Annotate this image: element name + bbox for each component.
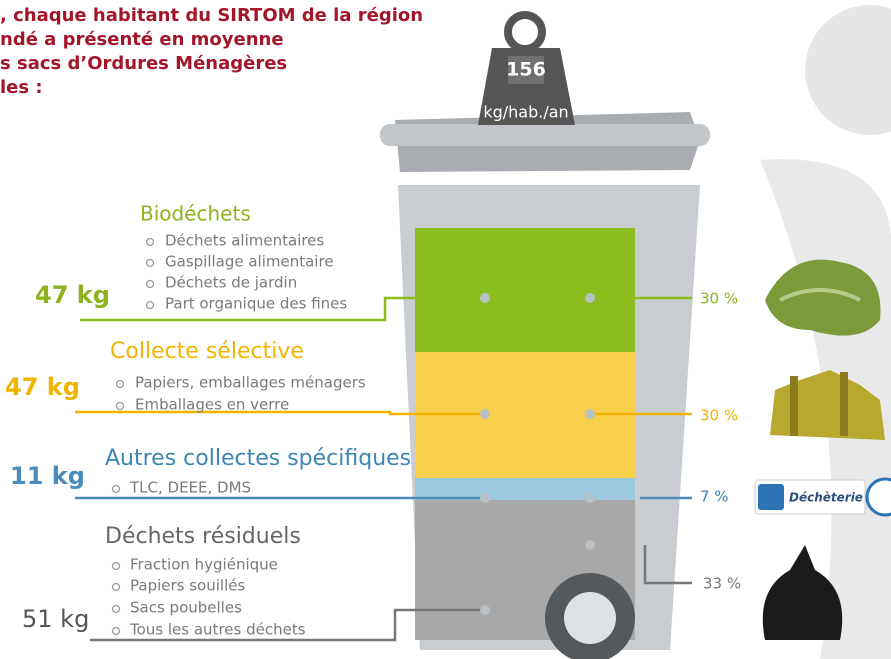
header-line: ndé a présenté en moyenne bbox=[0, 29, 284, 50]
amount: 47 kg bbox=[35, 281, 110, 309]
item: TLC, DEEE, DMS bbox=[129, 479, 251, 497]
item: Sacs poubelles bbox=[130, 599, 242, 617]
share: 7 % bbox=[700, 488, 729, 506]
dots bbox=[480, 293, 595, 615]
amount: 47 kg bbox=[5, 373, 80, 401]
item: Déchets alimentaires bbox=[165, 232, 324, 250]
weight-unit: kg/hab./an bbox=[483, 103, 568, 122]
item: Part organique des fines bbox=[165, 295, 347, 313]
badge: Déchèterie bbox=[789, 491, 863, 505]
item: Gaspillage alimentaire bbox=[165, 253, 334, 271]
category-title: Autres collectes spécifiques bbox=[105, 446, 411, 471]
bin bbox=[380, 112, 710, 659]
connectors bbox=[75, 296, 692, 642]
images bbox=[754, 259, 891, 640]
share: 30 % bbox=[700, 407, 738, 425]
header-line: les : bbox=[0, 77, 43, 98]
amount: 11 kg bbox=[10, 462, 85, 490]
weight bbox=[478, 11, 575, 125]
item: Papiers, emballages ménagers bbox=[135, 374, 366, 392]
header-line: s sacs d’Ordures Ménagères bbox=[0, 53, 287, 74]
header-line: , chaque habitant du SIRTOM de la région bbox=[0, 5, 423, 26]
category-title: Collecte sélective bbox=[110, 339, 304, 364]
item: Fraction hygiénique bbox=[130, 556, 278, 574]
amount: 51 kg bbox=[22, 605, 89, 633]
weight-value: 156 bbox=[506, 59, 546, 81]
bullets bbox=[111, 237, 155, 636]
share: 30 % bbox=[700, 290, 738, 308]
share: 33 % bbox=[703, 575, 741, 593]
category-title: Biodéchets bbox=[140, 202, 251, 226]
item: Emballages en verre bbox=[135, 396, 289, 414]
item: Tous les autres déchets bbox=[129, 621, 306, 639]
item: Déchets de jardin bbox=[165, 274, 297, 292]
item: Papiers souillés bbox=[130, 577, 245, 595]
category-title: Déchets résiduels bbox=[105, 524, 301, 549]
